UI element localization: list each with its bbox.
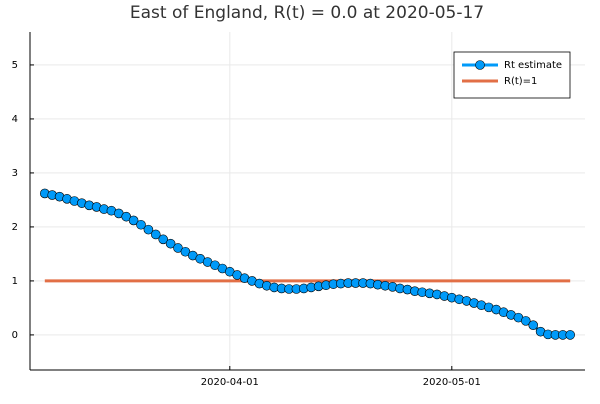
y-tick-label: 5 <box>12 60 18 71</box>
y-tick-label: 2 <box>12 222 18 233</box>
legend-marker <box>475 60 485 70</box>
y-tick-label: 3 <box>12 168 18 179</box>
point <box>565 330 576 340</box>
x-tick-label: 2020-05-01 <box>423 377 481 388</box>
point <box>165 238 176 249</box>
x-tick-label: 2020-04-01 <box>201 377 259 388</box>
legend-box <box>453 51 571 99</box>
point <box>158 234 168 245</box>
point <box>128 215 139 226</box>
y-tick-label: 1 <box>12 276 18 287</box>
y-tick-label: 4 <box>12 114 18 125</box>
point <box>136 219 146 230</box>
point <box>143 224 154 235</box>
y-tick-label: 0 <box>12 330 18 341</box>
legend-label: R(t)=1 <box>504 76 537 87</box>
chart-title: East of England, R(t) = 0.0 at 2020-05-1… <box>130 3 484 23</box>
point <box>528 320 539 330</box>
point <box>151 229 161 240</box>
point <box>520 316 531 326</box>
legend-label: Rt estimate <box>504 60 562 71</box>
